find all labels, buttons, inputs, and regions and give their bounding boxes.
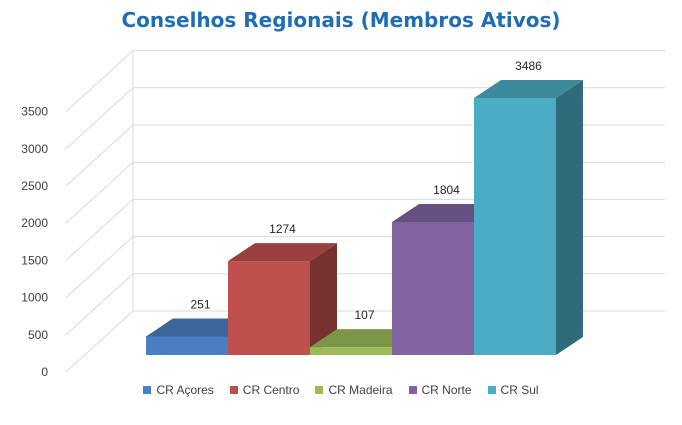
gridline-side bbox=[65, 87, 134, 150]
data-label: 107 bbox=[354, 308, 374, 322]
bar bbox=[310, 347, 392, 355]
gridline-side bbox=[65, 236, 134, 298]
chart-legend: CR Açores CR Centro CR Madeira CR Norte CR S… bbox=[0, 383, 682, 397]
y-tick-label: 3000 bbox=[21, 142, 48, 156]
y-tick-label: 2000 bbox=[21, 216, 48, 230]
data-label: 3486 bbox=[515, 59, 542, 73]
bar bbox=[146, 336, 228, 355]
gridline-side bbox=[65, 161, 134, 224]
gridline-side bbox=[65, 310, 134, 373]
bar-side bbox=[556, 80, 583, 355]
legend-label: CR Açores bbox=[156, 383, 214, 397]
y-tick-label: 1500 bbox=[21, 253, 48, 267]
bar-top bbox=[392, 204, 501, 223]
y-tick-label: 0 bbox=[41, 365, 48, 379]
y-tick-label: 500 bbox=[28, 328, 48, 342]
legend-label: CR Norte bbox=[421, 383, 472, 397]
gridline-side bbox=[65, 50, 134, 112]
bar-top bbox=[310, 329, 419, 348]
legend-item: CR Madeira bbox=[315, 383, 393, 397]
data-label: 1274 bbox=[269, 222, 296, 236]
bar bbox=[474, 98, 556, 355]
bar bbox=[228, 261, 310, 355]
data-label: 251 bbox=[190, 297, 210, 311]
legend-swatch bbox=[487, 386, 496, 394]
legend-item: CR Centro bbox=[229, 383, 300, 397]
bar-side bbox=[310, 243, 337, 355]
y-tick-label: 2500 bbox=[21, 179, 48, 193]
gridline-side bbox=[65, 124, 134, 187]
gridline-side bbox=[65, 199, 134, 261]
legend-item: CR Norte bbox=[408, 383, 472, 397]
chart-title: Conselhos Regionais (Membros Ativos) bbox=[121, 8, 561, 32]
legend-item: CR Sul bbox=[487, 383, 539, 397]
legend-label: CR Sul bbox=[500, 383, 539, 397]
legend-swatch bbox=[408, 386, 417, 394]
gridline-side bbox=[65, 273, 134, 336]
legend-item: CR Açores bbox=[143, 383, 214, 397]
data-label: 1804 bbox=[433, 183, 460, 197]
legend-swatch bbox=[143, 386, 152, 394]
legend-swatch bbox=[315, 386, 324, 394]
legend-label: CR Madeira bbox=[328, 383, 393, 397]
bar-top bbox=[228, 243, 337, 262]
bar-top bbox=[146, 318, 255, 337]
y-tick-label: 3500 bbox=[21, 105, 48, 119]
bar bbox=[392, 222, 474, 355]
legend-swatch bbox=[229, 386, 238, 394]
bar-top bbox=[474, 80, 583, 98]
y-tick-label: 1000 bbox=[21, 291, 48, 305]
legend-label: CR Centro bbox=[242, 383, 300, 397]
